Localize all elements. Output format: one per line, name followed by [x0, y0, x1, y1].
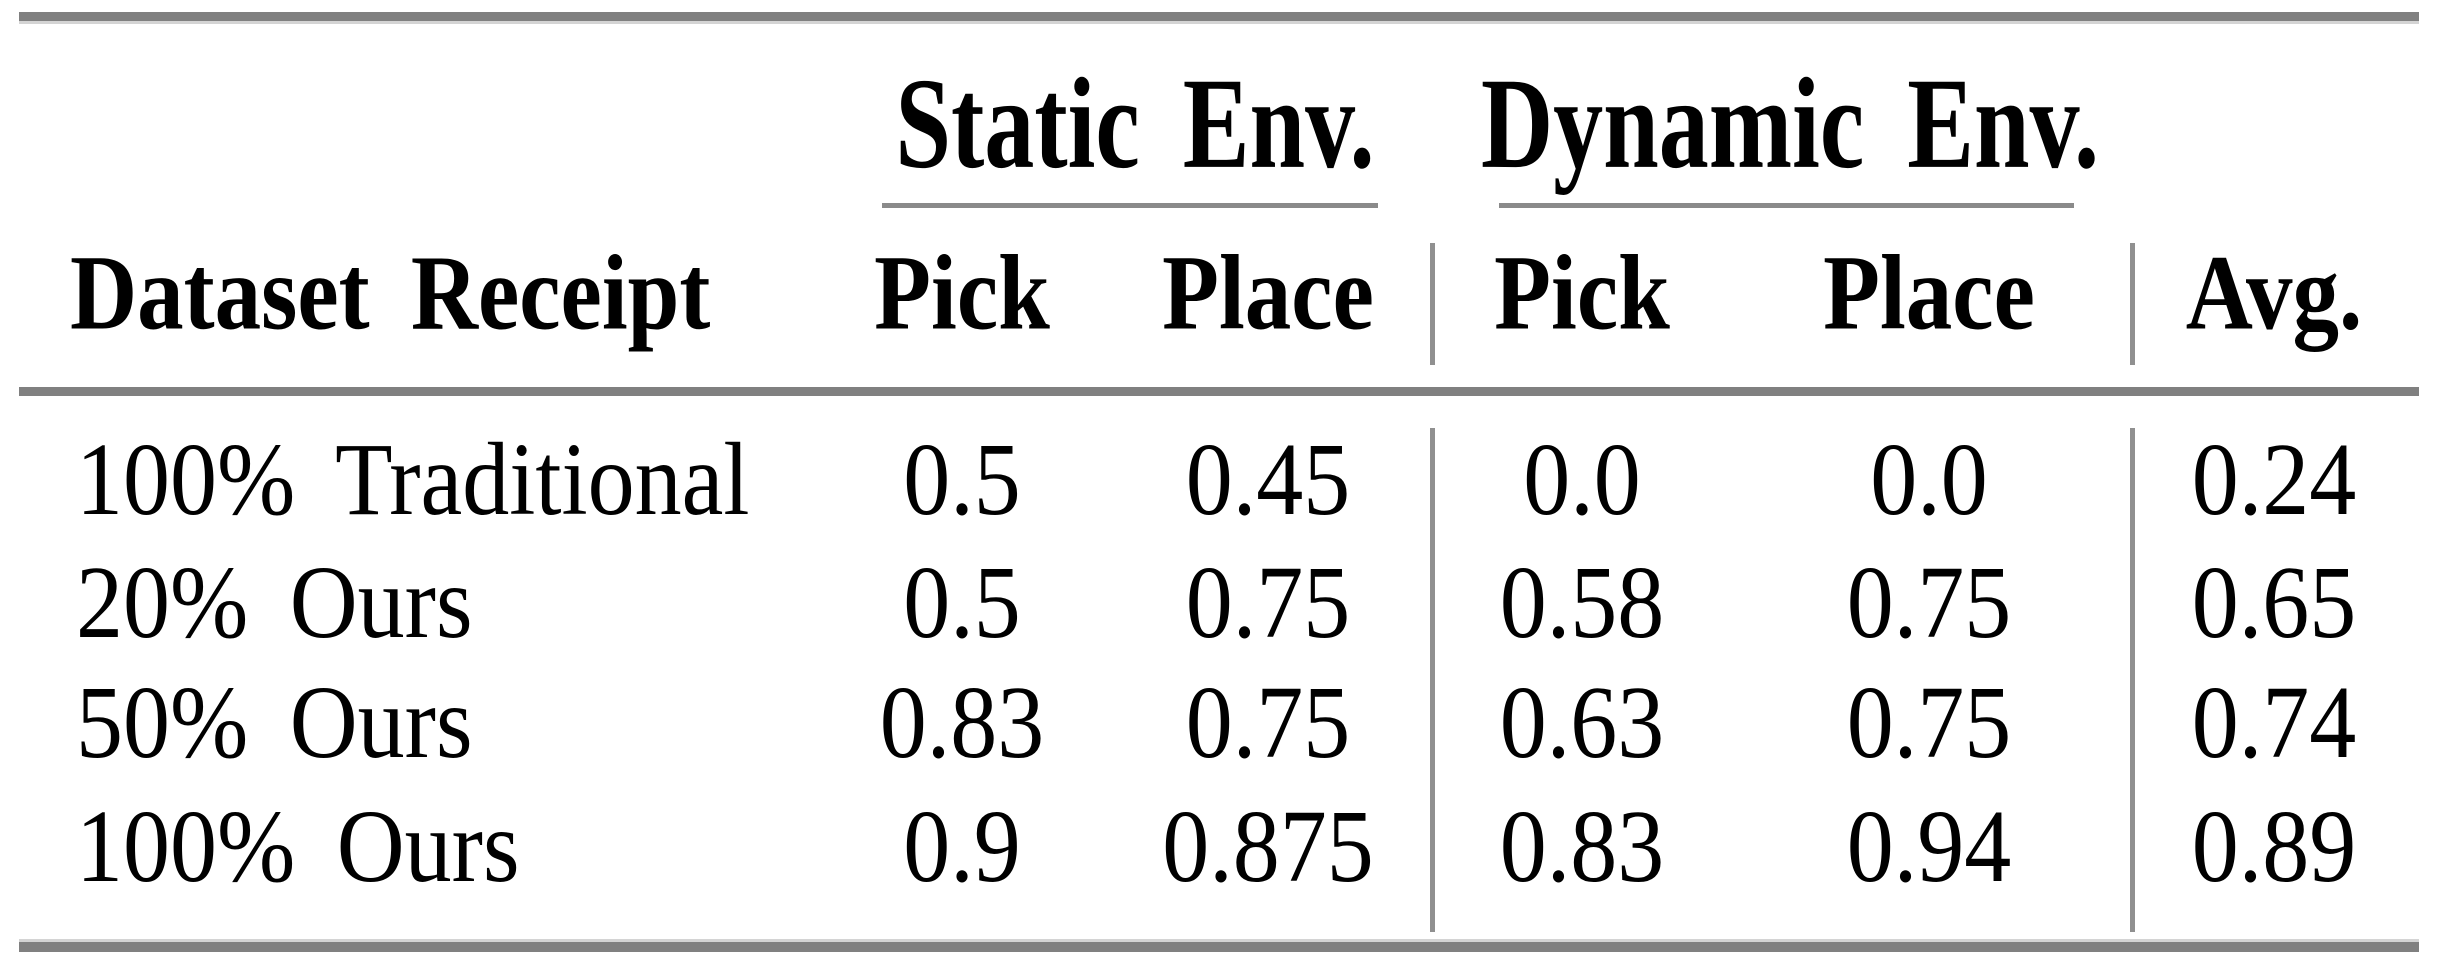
- row-label: 100% Traditional: [76, 422, 750, 538]
- cell-static-place: 0.75: [1185, 545, 1351, 661]
- cell-static-pick: 0.5: [903, 545, 1021, 661]
- row-label: 100% Ours: [76, 789, 520, 905]
- top-rule: [19, 12, 2419, 21]
- group-separator-1-body: [1430, 428, 1435, 932]
- cell-dynamic-pick: 0.63: [1499, 665, 1665, 781]
- bottom-rule-shadow: [19, 939, 2419, 942]
- cell-dynamic-place: 0.94: [1846, 789, 2012, 905]
- col-header-dynamic-pick: Pick: [1494, 234, 1670, 353]
- dynamic-env-underline: [1499, 203, 2074, 208]
- col-header-avg: Avg.: [2185, 234, 2363, 353]
- cell-dynamic-pick: 0.83: [1499, 789, 1665, 905]
- col-header-dynamic-place: Place: [1823, 234, 2035, 353]
- cell-avg: 0.24: [2191, 422, 2357, 538]
- cell-avg: 0.65: [2191, 545, 2357, 661]
- top-rule-shadow: [19, 21, 2419, 24]
- group-header-static-env: Static Env.: [895, 51, 1375, 196]
- col-header-static-place: Place: [1162, 234, 1374, 353]
- row-label: 50% Ours: [76, 665, 473, 781]
- cell-avg: 0.89: [2191, 789, 2357, 905]
- cell-dynamic-pick: 0.0: [1523, 422, 1641, 538]
- group-separator-1-header: [1430, 243, 1435, 365]
- cell-static-pick: 0.9: [903, 789, 1021, 905]
- group-header-dynamic-env: Dynamic Env.: [1480, 51, 2100, 196]
- cell-dynamic-place: 0.75: [1846, 545, 2012, 661]
- cell-static-pick: 0.5: [903, 422, 1021, 538]
- cell-dynamic-pick: 0.58: [1499, 545, 1665, 661]
- cell-avg: 0.74: [2191, 665, 2357, 781]
- cell-static-pick: 0.83: [879, 665, 1045, 781]
- col-header-static-pick: Pick: [874, 234, 1050, 353]
- group-separator-2-header: [2130, 243, 2135, 365]
- cell-static-place: 0.75: [1185, 665, 1351, 781]
- cell-dynamic-place: 0.75: [1846, 665, 2012, 781]
- static-env-underline: [882, 203, 1378, 208]
- cell-static-place: 0.875: [1162, 789, 1374, 905]
- cell-dynamic-place: 0.0: [1870, 422, 1988, 538]
- cell-static-place: 0.45: [1185, 422, 1351, 538]
- col-header-dataset-receipt: Dataset Receipt: [70, 234, 711, 353]
- row-label: 20% Ours: [76, 545, 473, 661]
- mid-rule: [19, 387, 2419, 396]
- group-separator-2-body: [2130, 428, 2135, 932]
- bottom-rule: [19, 942, 2419, 952]
